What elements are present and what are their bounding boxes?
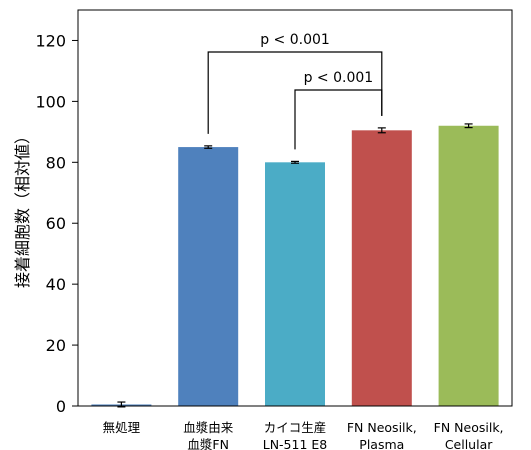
y-tick-label: 60 — [46, 214, 66, 233]
x-category-label: Plasma — [359, 437, 404, 450]
significance-label: p < 0.001 — [304, 70, 374, 86]
x-category-label: FN Neosilk, — [434, 420, 504, 435]
significance-bracket — [294, 89, 383, 150]
y-axis-ticks: 0 20 40 60 80 100 120 — [35, 31, 78, 416]
bar — [351, 130, 412, 407]
x-category-label: LN-511 E8 — [263, 437, 328, 450]
y-tick-label: 40 — [46, 275, 66, 294]
significance-bracket — [207, 51, 383, 134]
y-tick-label: 120 — [35, 31, 66, 50]
y-tick-label: 0 — [56, 397, 66, 416]
x-category-label: カイコ生産 — [264, 420, 327, 435]
y-tick-label: 100 — [35, 92, 66, 111]
significance-label: p < 0.001 — [260, 32, 330, 48]
x-category-label: FN Neosilk, — [347, 420, 417, 435]
x-category-label: 無処理 — [103, 420, 141, 435]
bar — [265, 162, 325, 406]
x-category-label: Cellular — [445, 437, 493, 450]
x-category-label: 血漿FN — [187, 437, 229, 450]
y-tick-label: 80 — [46, 153, 66, 172]
bars — [91, 123, 499, 408]
bar — [438, 125, 499, 406]
bar — [178, 147, 239, 407]
plot-frame — [77, 9, 513, 407]
significance-annotations: p < 0.001 p < 0.001 — [207, 32, 383, 150]
y-tick-label: 20 — [46, 336, 66, 355]
y-axis-title: 接着細胞数（相対値） — [13, 128, 32, 288]
x-category-label: 血漿由来 — [183, 420, 234, 435]
